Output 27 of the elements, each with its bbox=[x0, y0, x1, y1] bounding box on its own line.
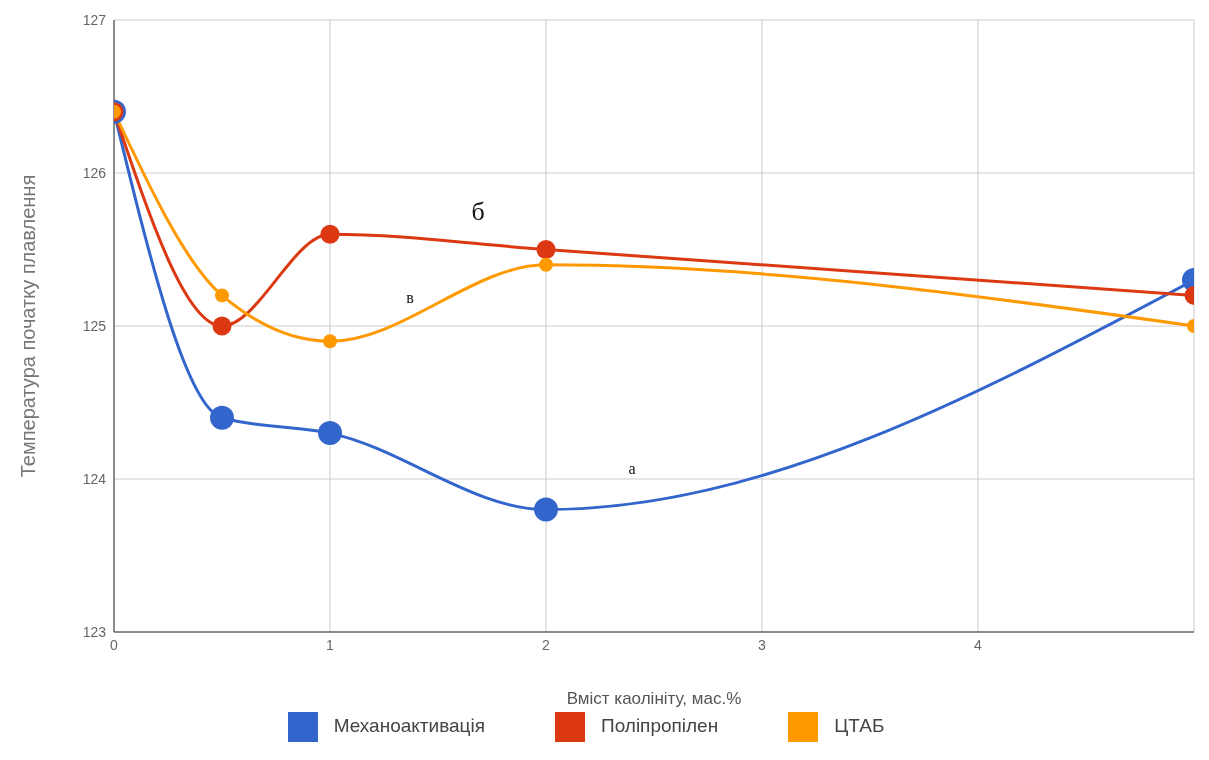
x-tick-label: 0 bbox=[110, 636, 119, 653]
point bbox=[212, 316, 232, 336]
y-axis-title: Температура початку плавлення bbox=[17, 174, 40, 478]
x-tick-label: 3 bbox=[758, 636, 767, 653]
point bbox=[534, 497, 558, 522]
point bbox=[320, 224, 340, 244]
legend-label: Механоактивація bbox=[333, 715, 485, 737]
point bbox=[215, 288, 229, 303]
y-tick-label: 127 bbox=[82, 11, 107, 28]
point bbox=[318, 421, 342, 446]
x-tick-label: 4 bbox=[974, 636, 983, 653]
x-tick-label: 2 bbox=[542, 636, 551, 653]
y-tick-label: 124 bbox=[82, 470, 107, 487]
y-tick-label: 123 bbox=[82, 623, 107, 640]
annotation: а bbox=[628, 460, 636, 477]
y-tick-label: 125 bbox=[82, 317, 107, 334]
x-axis-title: Вміст каолініту, мас.% bbox=[566, 689, 742, 708]
point bbox=[210, 405, 234, 430]
annotation: б bbox=[471, 197, 485, 226]
point bbox=[536, 240, 556, 259]
legend-label: ЦТАБ bbox=[834, 715, 885, 737]
annotation: в bbox=[406, 289, 415, 306]
legend-label: Поліпропілен bbox=[600, 715, 719, 737]
x-tick-label: 1 bbox=[326, 636, 335, 653]
y-tick-label: 126 bbox=[82, 164, 107, 181]
point bbox=[323, 334, 337, 349]
point bbox=[539, 257, 553, 272]
